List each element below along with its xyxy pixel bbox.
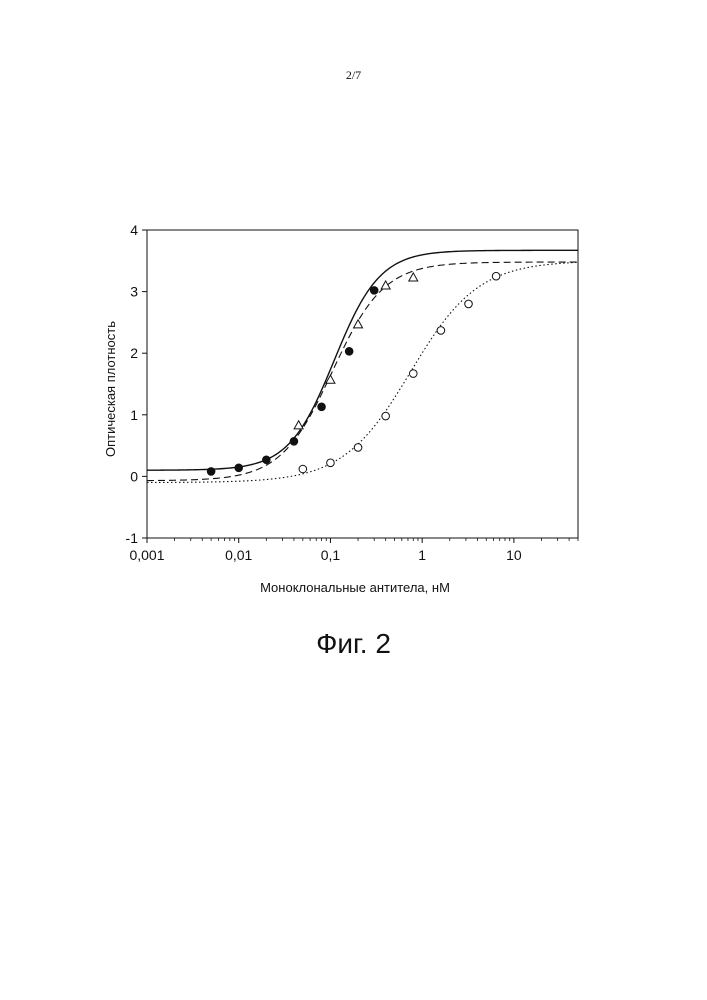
series-2-fit-line [147,262,578,481]
plot-area: -1 0 1 2 3 4 0,001 0,01 0,1 1 10 [126,222,578,563]
series-1-point [318,403,326,411]
series-3-point [327,459,335,467]
x-tick-label: 0,001 [129,547,164,563]
series-3-point [354,444,362,452]
series-2-point [294,421,303,429]
y-tick-label: -1 [126,530,139,546]
y-tick-label: 0 [130,468,138,484]
y-tick-label: 1 [130,407,138,423]
figure-caption: Фиг. 2 [0,628,707,660]
series-1-fit-line [147,250,578,470]
y-axis-label: Оптическая плотность [103,321,118,457]
x-axis-label: Моноклональные антитела, нМ [260,580,450,595]
series-1-point [235,464,243,472]
series-2-point [381,281,390,289]
x-tick-label: 10 [506,547,522,563]
series-3-point [465,300,473,308]
series-3-point [437,327,445,335]
y-tick-label: 4 [130,222,138,238]
series-1-point [370,287,378,295]
series-3-fit-line [147,262,578,482]
plot-frame [147,230,578,538]
series-1-point [263,456,271,464]
y-tick-label: 3 [130,284,138,300]
series-3-point [409,370,417,378]
series-3-point [299,465,307,473]
x-tick-label: 0,01 [225,547,252,563]
series-1-point [207,468,215,476]
x-tick-label: 1 [418,547,426,563]
y-tick-label: 2 [130,345,138,361]
series-3-point [492,272,500,280]
series-1-point [290,437,298,445]
series-2-point [409,273,418,281]
x-tick-label: 0,1 [321,547,341,563]
series-1-point [345,348,353,356]
series-2-point [354,320,363,328]
series-3-point [382,412,390,420]
